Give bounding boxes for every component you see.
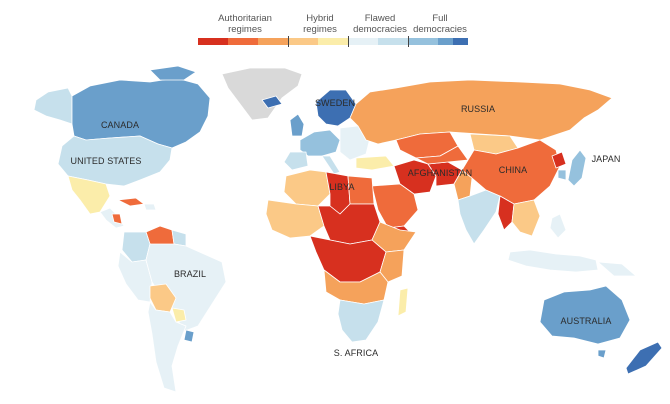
region-indonesia — [507, 249, 599, 273]
region-alaska — [33, 87, 73, 125]
region-myanmar — [497, 195, 515, 231]
legend-divider-flawed — [348, 36, 349, 47]
region-chile-argentina — [147, 301, 187, 393]
label-brazil: BRAZIL — [174, 269, 206, 279]
region-east-africa — [379, 249, 405, 283]
label-s-africa: S. AFRICA — [334, 348, 378, 358]
region-china — [461, 139, 561, 205]
legend-swatch-flawed-2 — [378, 38, 408, 45]
region-philippines — [549, 213, 567, 239]
region-morocco-algeria — [283, 169, 331, 207]
region-turkey — [355, 155, 395, 171]
region-cuba — [117, 197, 145, 207]
region-sahel — [317, 203, 381, 245]
region-guianas — [171, 229, 187, 247]
region-japan — [567, 149, 587, 187]
region-west-africa — [265, 199, 325, 239]
label-libya: LIBYA — [329, 182, 354, 192]
region-tasmania — [597, 349, 607, 359]
label-united-states: UNITED STATES — [71, 156, 142, 166]
region-italy — [321, 155, 341, 175]
region-uk-ireland — [289, 113, 305, 137]
region-new-guinea — [597, 261, 637, 277]
region-australia — [539, 285, 631, 345]
legend-label-hybrid: Hybrid regimes — [303, 13, 337, 35]
label-japan: JAPAN — [592, 154, 621, 164]
legend-label-authoritarian: Authoritarian regimes — [218, 13, 272, 35]
region-united-states — [57, 135, 173, 187]
legend-swatch-full-2 — [453, 38, 468, 45]
label-canada: CANADA — [101, 120, 139, 130]
region-iberia — [283, 151, 309, 171]
region-madagascar — [397, 287, 409, 317]
region-south-africa — [337, 299, 385, 343]
label-australia: AUSTRALIA — [561, 316, 612, 326]
region-south-korea — [557, 169, 567, 181]
region-southeast-asia — [511, 199, 541, 237]
legend-swatch-flawed-3 — [408, 38, 438, 45]
legend-swatch-hybrid-3 — [318, 38, 348, 45]
legend-swatch-full-1 — [438, 38, 453, 45]
region-iceland — [261, 95, 283, 109]
legend-divider-hybrid — [288, 36, 289, 47]
region-new-zealand — [625, 341, 663, 375]
legend: Authoritarian regimes Hybrid regimes Flawe… — [0, 0, 670, 52]
region-caribbean — [143, 203, 157, 211]
legend-swatch-hybrid-2 — [288, 38, 318, 45]
legend-label-flawed: Flawed democracies — [353, 13, 407, 35]
region-pakistan — [453, 169, 473, 201]
region-arctic-islands — [149, 65, 197, 81]
region-nicaragua — [111, 213, 123, 225]
label-china: CHINA — [499, 165, 528, 175]
label-russia: RUSSIA — [461, 104, 495, 114]
region-india — [457, 189, 501, 245]
legend-label-full: Full democracies — [413, 13, 467, 35]
region-north-korea — [551, 151, 567, 169]
label-afghanistan: AFGHANISTAN — [408, 168, 472, 178]
region-angola-zambia — [323, 269, 389, 305]
legend-swatch-auth-1 — [198, 38, 228, 45]
region-uruguay — [183, 329, 195, 343]
label-sweden: SWEDEN — [315, 98, 355, 108]
legend-swatch-flawed-1 — [348, 38, 378, 45]
region-paraguay — [171, 307, 187, 323]
region-russia — [349, 79, 613, 145]
region-greenland — [221, 67, 303, 121]
region-scandinavia — [315, 89, 357, 127]
legend-swatch-hybrid-1 — [258, 38, 288, 45]
legend-swatch-auth-2 — [228, 38, 258, 45]
region-arabia — [371, 183, 419, 229]
legend-divider-full — [408, 36, 409, 47]
